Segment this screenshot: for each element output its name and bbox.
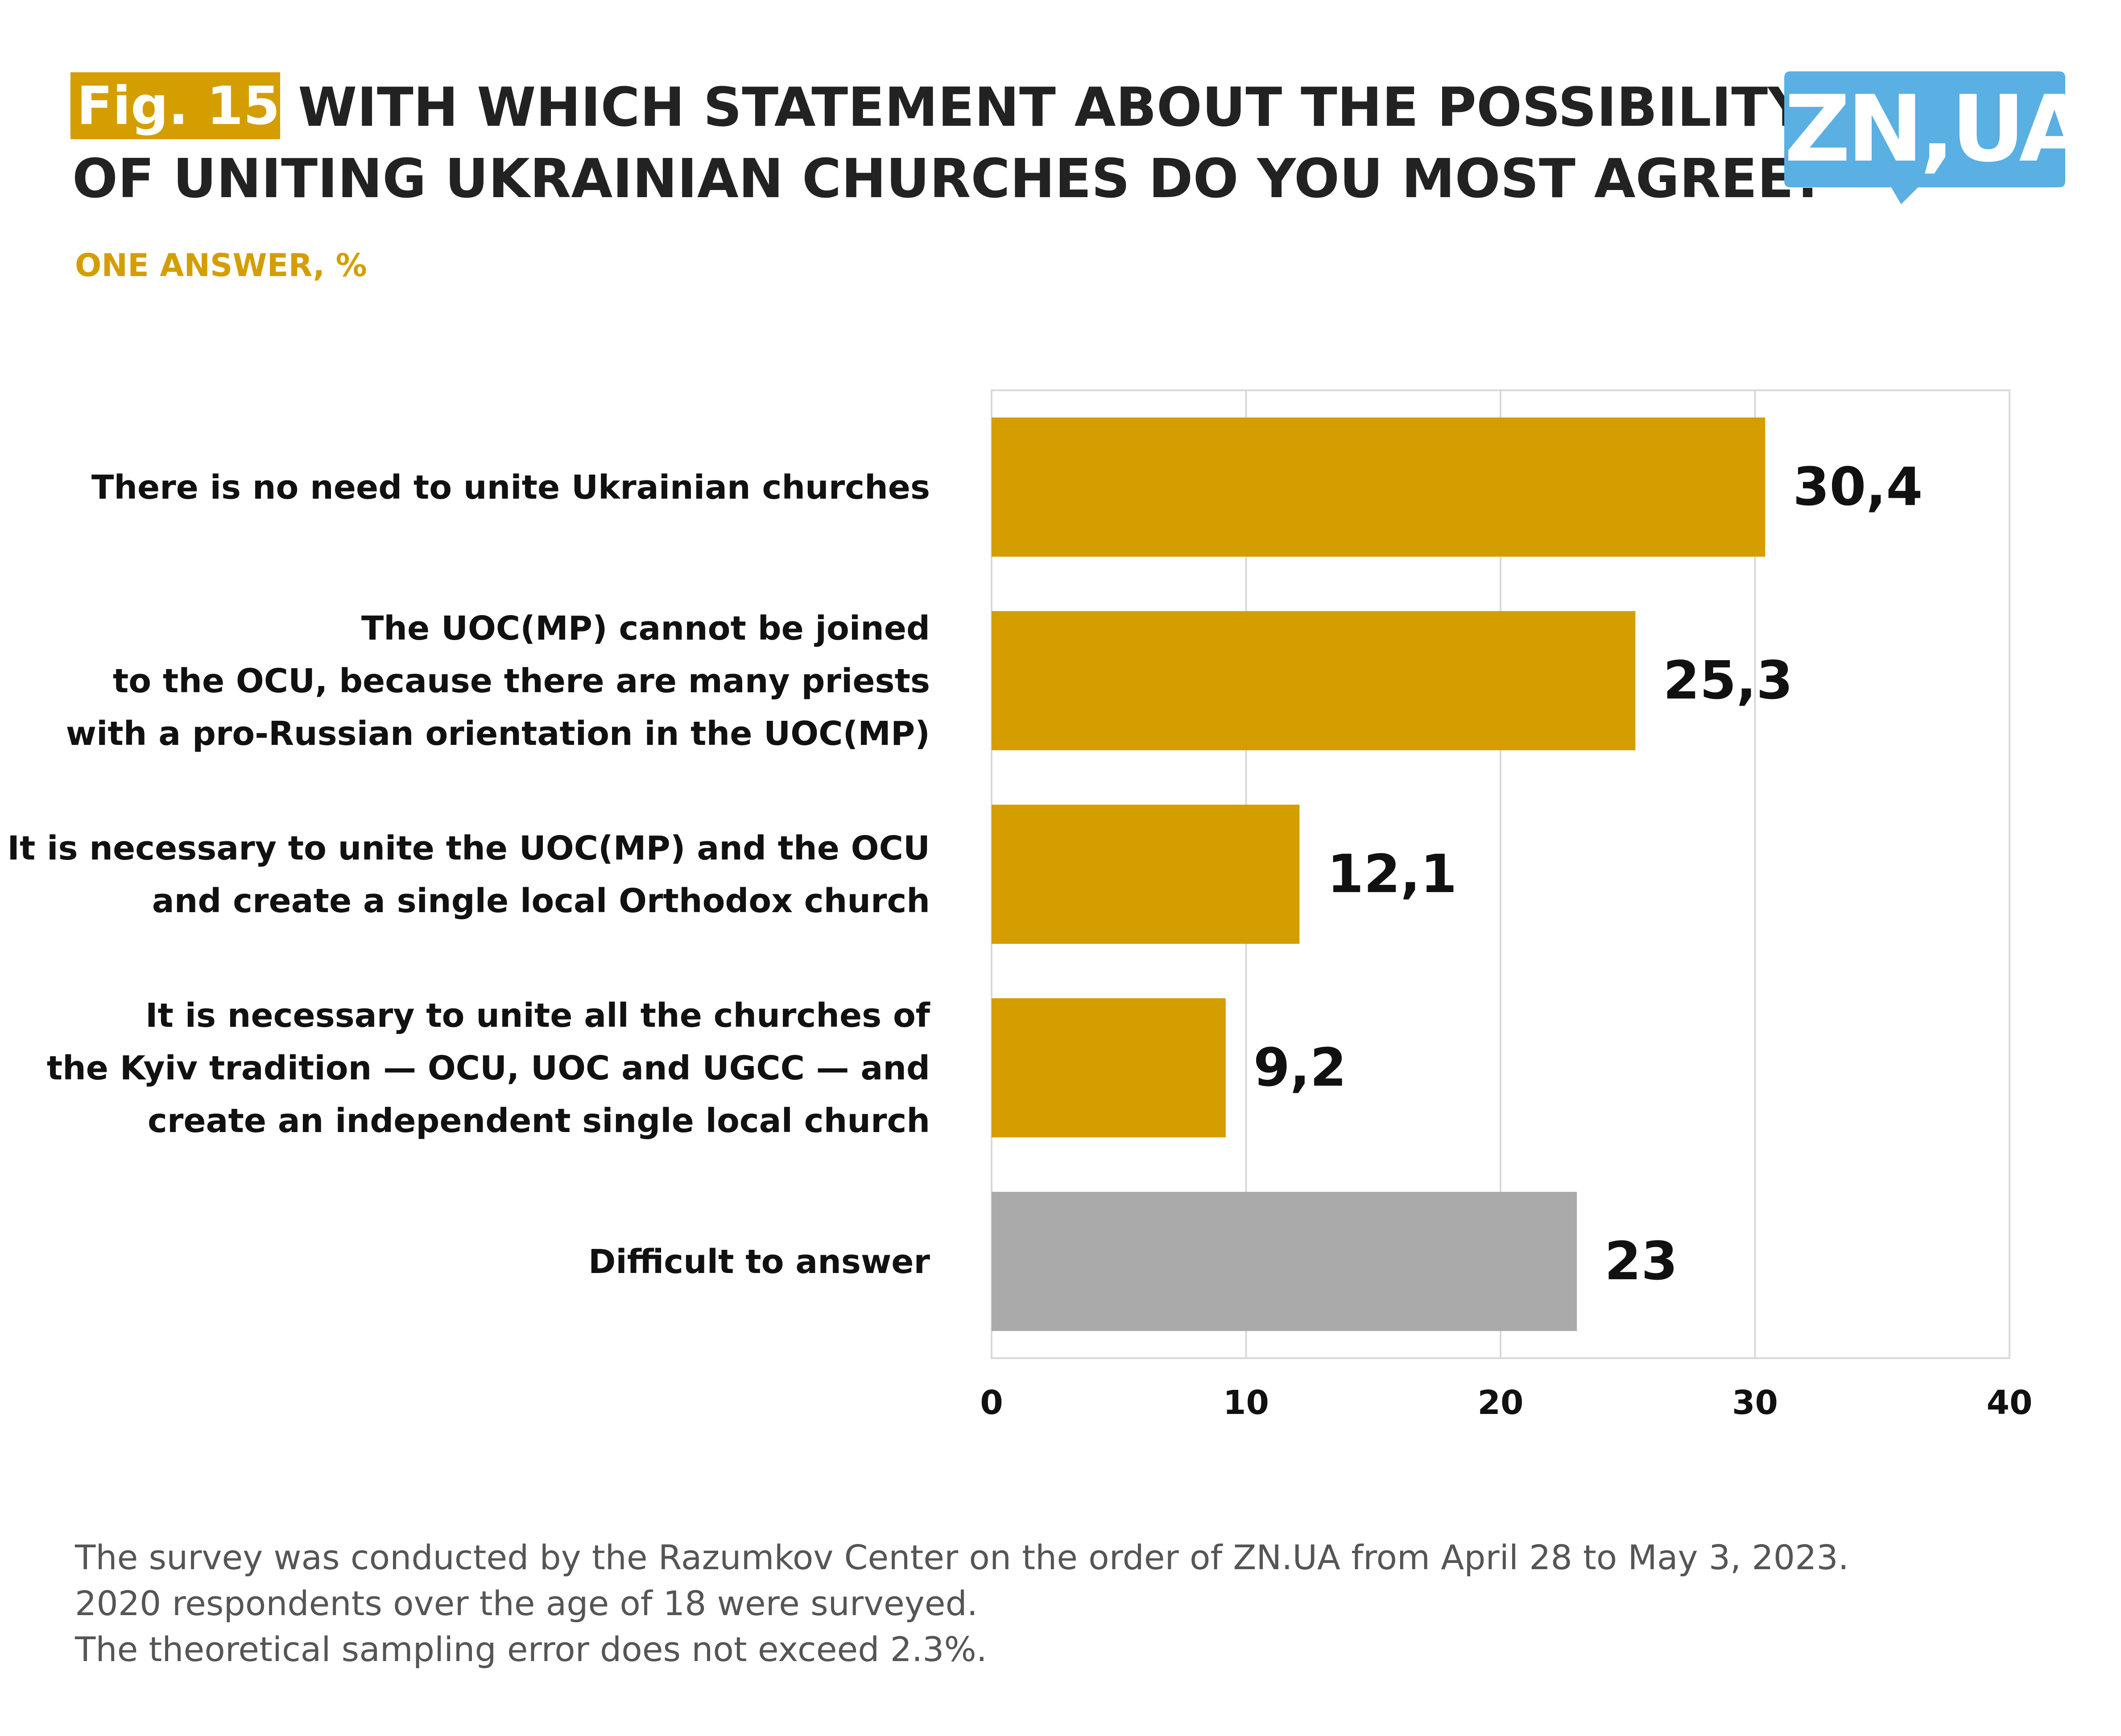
footnote-line-1: The survey was conducted by the Razumkov… bbox=[75, 1538, 1849, 1577]
bar-value-label: 25,3 bbox=[1663, 649, 1793, 711]
chart-title-line-2: OF UNITING UKRAINIAN CHURCHES DO YOU MOS… bbox=[72, 148, 1825, 210]
bar-value-label: 30,4 bbox=[1793, 456, 1923, 517]
bar-value-label: 12,1 bbox=[1327, 843, 1457, 905]
category-label: There is no need to unite Ukrainian chur… bbox=[91, 468, 930, 507]
x-tick-label: 40 bbox=[1987, 1384, 2033, 1422]
bar-value-label: 23 bbox=[1604, 1230, 1678, 1292]
bar-value-label: 9,2 bbox=[1253, 1037, 1347, 1098]
chart-subtitle: ONE ANSWER, % bbox=[75, 247, 367, 284]
category-label: with a pro-Russian orientation in the UO… bbox=[66, 715, 930, 753]
category-label: to the OCU, because there are many pries… bbox=[113, 662, 930, 700]
x-tick-label: 10 bbox=[1223, 1384, 1269, 1422]
fig-badge bbox=[70, 72, 280, 139]
bar bbox=[992, 805, 1300, 944]
x-tick-label: 0 bbox=[980, 1384, 1003, 1422]
bar bbox=[992, 417, 1765, 557]
figure-number: Fig. 15. bbox=[77, 75, 300, 136]
category-label: and create a single local Orthodox churc… bbox=[152, 882, 930, 920]
x-tick-label: 30 bbox=[1732, 1384, 1778, 1422]
footnote-line-3: The theoretical sampling error does not … bbox=[75, 1629, 987, 1669]
logo-speech-bubble bbox=[1784, 71, 2065, 204]
chart-title-line-1: WITH WHICH STATEMENT ABOUT THE POSSIBILI… bbox=[298, 77, 1807, 139]
category-label: the Kyiv tradition — OCU, UOC and UGCC —… bbox=[47, 1049, 930, 1087]
category-label: The UOC(MP) cannot be joined bbox=[361, 609, 930, 648]
category-label: It is necessary to unite all the churche… bbox=[145, 996, 930, 1035]
footnote-line-2: 2020 respondents over the age of 18 were… bbox=[75, 1583, 978, 1623]
x-tick-label: 20 bbox=[1478, 1384, 1524, 1422]
category-label: It is necessary to unite the UOC(MP) and… bbox=[7, 829, 930, 868]
category-label: create an independent single local churc… bbox=[148, 1102, 930, 1140]
bar bbox=[992, 1192, 1577, 1331]
bar bbox=[992, 998, 1226, 1137]
footnote: The survey was conducted by the Razumkov… bbox=[75, 1534, 1849, 1672]
bar bbox=[992, 611, 1636, 750]
logo-text: ZN,UA bbox=[1784, 76, 2090, 182]
category-label: Difficult to answer bbox=[588, 1243, 930, 1281]
zn-ua-logo bbox=[1784, 71, 2065, 204]
